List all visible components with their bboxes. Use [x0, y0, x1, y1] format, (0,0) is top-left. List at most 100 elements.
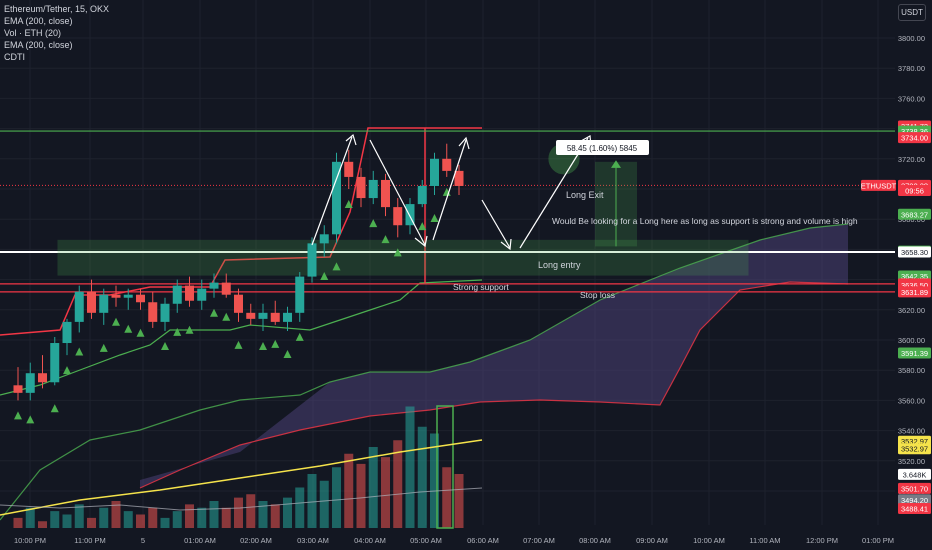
candle-body [74, 291, 84, 322]
volume-bar [197, 507, 207, 528]
signal-up-marker [222, 312, 231, 321]
signal-up-marker [14, 411, 22, 420]
volume-bar [344, 453, 354, 528]
indicator-volume[interactable]: Vol · ETH (20) [4, 28, 62, 38]
signal-up-marker [283, 349, 292, 358]
time-tick-label: 02:00 AM [240, 536, 272, 545]
signal-up-marker [393, 248, 402, 257]
volume-bar [123, 511, 133, 528]
time-tick-label: 10:00 AM [693, 536, 725, 545]
long-entry-label: Long entry [538, 260, 581, 270]
signal-up-marker [271, 339, 280, 348]
volume-bar [74, 504, 84, 528]
signal-up-marker [369, 219, 378, 228]
candle-body [13, 385, 23, 393]
volume-bar [258, 501, 268, 528]
volume-bar [246, 494, 256, 528]
volume-bar [160, 517, 170, 528]
price-badge: 3501.70 [898, 482, 931, 494]
indicator-ema-2[interactable]: EMA (200, close) [4, 40, 73, 50]
time-tick-label: 08:00 AM [579, 536, 611, 545]
price-badge: 3.648K [898, 468, 931, 480]
volume-bar [209, 501, 219, 528]
price-badge-bg [898, 503, 931, 515]
volume-bar [405, 406, 415, 528]
signal-up-marker [430, 214, 439, 223]
price-badges: 3741.723738.363734.00ETHUSDT3702.3809:56… [861, 120, 931, 515]
indicator-cdti[interactable]: CDTI [4, 52, 25, 62]
price-badge: 3591.39 [898, 347, 931, 359]
signal-up-marker [136, 328, 145, 337]
price-badge-label: 3734.00 [901, 134, 928, 143]
price-badge-label: 3683.27 [901, 210, 928, 219]
price-tick-label: 3720.00 [898, 155, 925, 164]
indicator-ema-1[interactable]: EMA (200, close) [4, 16, 73, 26]
price-badge-label: 3658.30 [901, 248, 928, 257]
signal-up-marker [99, 343, 108, 352]
time-tick-label: 11:00 AM [749, 536, 780, 545]
signal-up-marker [418, 222, 427, 231]
volume-bar [393, 440, 403, 528]
price-tick-label: 3780.00 [898, 64, 925, 73]
signal-up-marker [161, 341, 169, 350]
candle-body [197, 288, 207, 301]
volume-bar [319, 480, 329, 528]
arrow-up-1 [311, 136, 353, 246]
volume-bar [356, 463, 366, 528]
price-badge-label: 3488.41 [901, 505, 928, 514]
time-tick-label: 01:00 PM [862, 536, 894, 545]
candle-body [234, 294, 243, 313]
price-tick-label: 3620.00 [898, 306, 925, 315]
price-badge-label: 3642.35 [901, 272, 928, 281]
volume-bar [430, 433, 439, 528]
arrow-up-1-head [345, 133, 357, 146]
volume-bar [172, 511, 182, 528]
volume-bar [87, 517, 96, 528]
volume-ma-line [0, 487, 483, 511]
candle-body [87, 291, 96, 313]
candle-body [38, 373, 47, 383]
candle-body [221, 282, 231, 295]
volume-bar [234, 497, 243, 528]
candle-body [25, 373, 35, 393]
price-badge-label: 3591.39 [901, 349, 928, 358]
time-tick-label: 10:00 PM [14, 536, 46, 545]
lower-band-line [0, 279, 483, 396]
price-tick-label: 3520.00 [898, 457, 925, 466]
candle-body [344, 161, 354, 177]
price-badge-bg [861, 179, 896, 191]
price-badge-bg [898, 208, 931, 220]
cloud-upper-line [0, 223, 849, 521]
symbol-title[interactable]: Ethereum/Tether, 15, OKX [4, 4, 110, 14]
text-annotations: 58.45 (1.60%) 5845 Long Exit Would Be look… [453, 140, 858, 300]
currency-button[interactable]: USDT [898, 4, 926, 21]
drawn-arrows [311, 133, 592, 251]
price-badge: 3658.30 [898, 246, 931, 258]
price-badge: 3683.27 [898, 208, 931, 220]
price-badge: 3494.20 [898, 494, 931, 506]
price-badge: ETHUSDT [861, 179, 897, 191]
volume-bar [13, 517, 23, 528]
price-badge: 3631.89 [898, 286, 931, 298]
price-badge: 3734.00 [898, 132, 931, 144]
time-tick-label: 05:00 AM [410, 536, 442, 545]
price-badge-label: 3501.70 [901, 484, 928, 493]
price-badge-label: 3532.97 [901, 445, 928, 454]
candle-body [50, 343, 60, 383]
volume-bar [38, 521, 47, 528]
time-tick-label: 01:00 AM [184, 536, 216, 545]
candle-body [332, 161, 341, 235]
candles [13, 143, 464, 401]
time-tick-label: 06:00 AM [467, 536, 499, 545]
price-badge-label: 3.648K [903, 470, 927, 479]
candle-body [185, 285, 194, 301]
price-badge-bg [898, 246, 931, 258]
price-badge: 3532.97 [898, 443, 931, 455]
time-tick-label: 07:00 AM [523, 536, 555, 545]
volume-bar [307, 474, 317, 528]
signal-up-marker [112, 317, 120, 326]
arrow-up-2 [432, 139, 467, 241]
price-tick-label: 3600.00 [898, 336, 925, 345]
